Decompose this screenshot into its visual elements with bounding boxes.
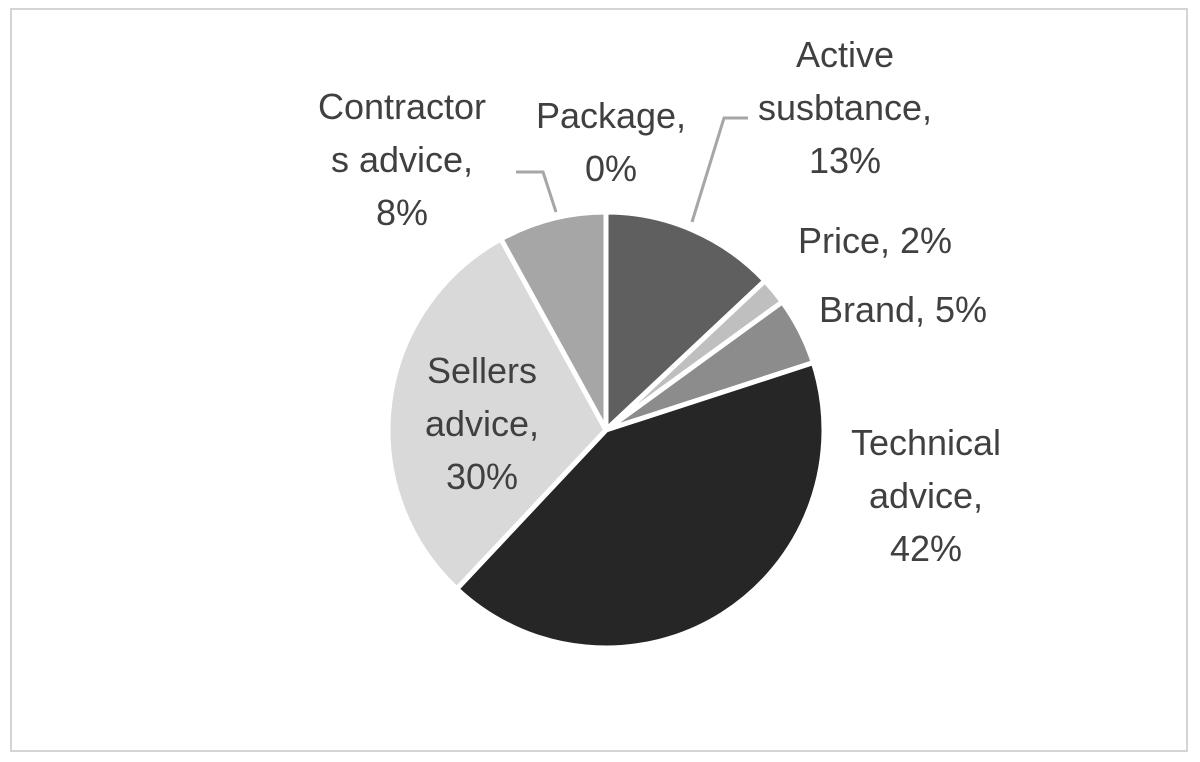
data-label-line: Technical — [851, 422, 1001, 463]
data-label-line: 13% — [809, 140, 881, 181]
data-label-brand: Brand, 5% — [819, 289, 987, 330]
leader-line-active-substance — [690, 116, 748, 223]
data-label-line: Sellers — [427, 350, 537, 391]
data-label-line: Price, 2% — [798, 220, 952, 261]
data-label-line: s advice, — [331, 139, 473, 180]
data-label-line: Contractor — [318, 86, 486, 127]
data-label-line: Brand, 5% — [819, 289, 987, 330]
data-label-price: Price, 2% — [798, 220, 952, 261]
data-labels: Package, 0% Active susbtance, 13% Price, 2% Br… — [318, 34, 1001, 569]
data-label-line: 0% — [585, 148, 637, 189]
leader-lines — [516, 116, 748, 223]
pie-slice-active-susbtance — [603, 209, 768, 433]
data-label-line: 8% — [376, 192, 428, 233]
data-label-line: 42% — [890, 528, 962, 569]
leader-line-contractors-advice — [516, 170, 558, 213]
pie-slice-sellers-advice — [385, 236, 609, 592]
data-label-line: 30% — [446, 456, 518, 497]
pie-slices — [385, 209, 827, 651]
data-label-contractors-advice: Contractor s advice, 8% — [318, 86, 486, 233]
data-label-line: advice, — [425, 403, 539, 444]
pie-slice-contractors-advice — [498, 209, 609, 433]
data-label-sellers-advice: Sellers advice, 30% — [425, 350, 539, 497]
data-label-technical-advice: Technical advice, 42% — [851, 422, 1001, 569]
pie-slice-technical-advice — [454, 360, 827, 651]
data-label-line: Active — [796, 34, 894, 75]
data-label-active-susbtance: Active susbtance, 13% — [758, 34, 932, 181]
data-label-line: Package, — [536, 95, 686, 136]
data-label-line: advice, — [869, 475, 983, 516]
data-label-line: susbtance, — [758, 87, 932, 128]
data-label-package: Package, 0% — [536, 95, 686, 189]
